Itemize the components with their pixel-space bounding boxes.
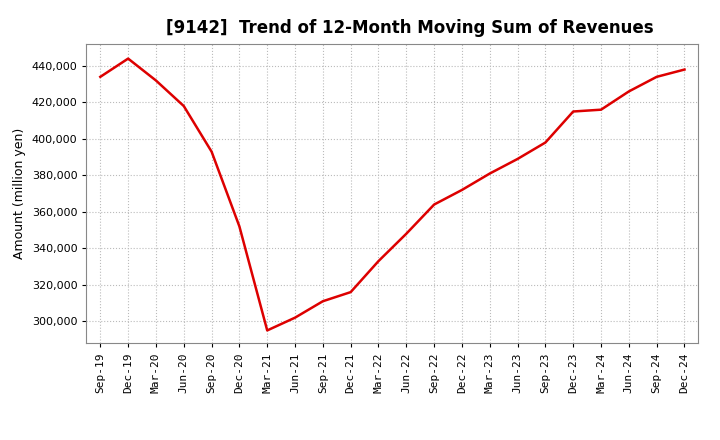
Y-axis label: Amount (million yen): Amount (million yen) (13, 128, 26, 259)
Text: [9142]  Trend of 12-Month Moving Sum of Revenues: [9142] Trend of 12-Month Moving Sum of R… (166, 19, 654, 37)
